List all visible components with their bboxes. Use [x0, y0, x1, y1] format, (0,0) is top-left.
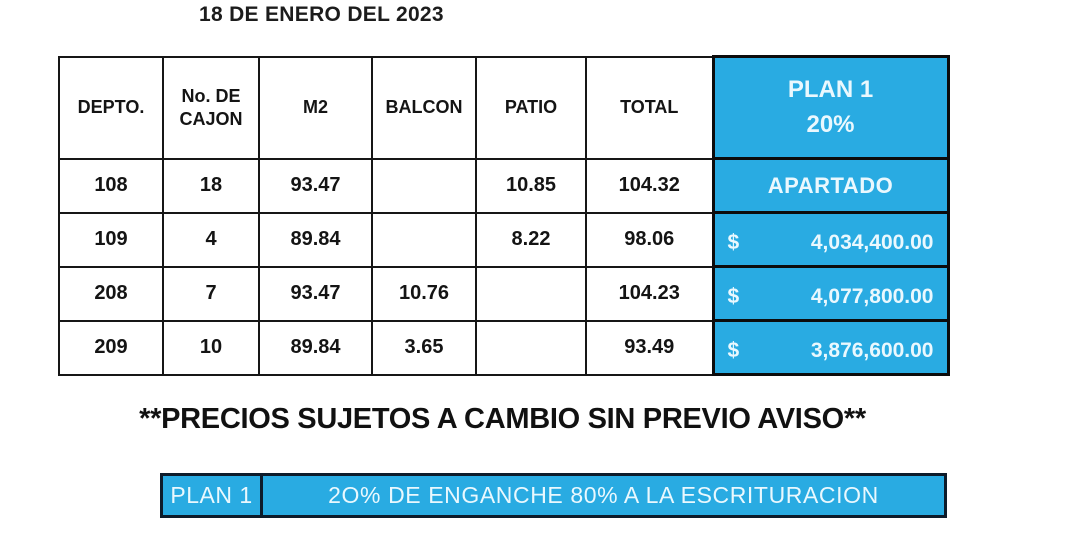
plan-bar-label: PLAN 1 — [163, 476, 263, 515]
plan1-header-title: PLAN 1 — [787, 75, 874, 103]
balcon-cell: 10.76 — [371, 265, 477, 322]
plan-status-cell: APARTADO — [711, 157, 950, 214]
column-header-m2: M2 — [258, 55, 373, 160]
m2-cell: 93.47 — [258, 157, 373, 214]
patio-cell: 8.22 — [475, 211, 587, 268]
balcon-cell — [371, 211, 477, 268]
m2-cell: 93.47 — [258, 265, 373, 322]
price-amount: 3,876,600.00 — [810, 338, 934, 362]
currency-symbol: $ — [727, 284, 740, 308]
column-header-patio: PATIO — [475, 55, 587, 160]
table-row: 209 10 89.84 3.65 93.49 $ 3,876,600.00 — [58, 319, 950, 376]
total-cell: 98.06 — [585, 211, 714, 268]
plan-bar-description: 2O% DE ENGANCHE 80% A LA ESCRITURACION — [328, 482, 879, 508]
balcon-cell: 3.65 — [371, 319, 477, 376]
status-label: APARTADO — [767, 172, 894, 198]
column-header-total: TOTAL — [585, 55, 714, 160]
column-header-plan1: PLAN 1 20% — [711, 55, 950, 160]
plan-price-cell: $ 4,034,400.00 — [711, 211, 950, 268]
cajon-cell: 18 — [162, 157, 260, 214]
patio-cell — [475, 265, 587, 322]
plan1-header-percent: 20% — [806, 110, 855, 138]
column-header-cajon: No. DE CAJON — [162, 55, 260, 160]
date-title: 18 DE ENERO DEL 2023 — [199, 3, 444, 26]
price-amount: 4,077,800.00 — [810, 284, 934, 308]
table-row: 109 4 89.84 8.22 98.06 $ 4,034,400.00 — [58, 211, 950, 268]
column-header-balcon: BALCON — [371, 55, 477, 160]
price-disclaimer: **PRECIOS SUJETOS A CAMBIO SIN PREVIO AV… — [139, 403, 866, 435]
plan-price-cell: $ 3,876,600.00 — [711, 319, 950, 376]
depto-cell: 109 — [58, 211, 164, 268]
price-amount: 4,034,400.00 — [810, 230, 934, 254]
depto-cell: 108 — [58, 157, 164, 214]
total-cell: 104.23 — [585, 265, 714, 322]
patio-cell: 10.85 — [475, 157, 587, 214]
plan-price-cell: $ 4,077,800.00 — [711, 265, 950, 322]
cajon-cell: 10 — [162, 319, 260, 376]
currency-symbol: $ — [727, 338, 740, 362]
total-cell: 104.32 — [585, 157, 714, 214]
table-row: 208 7 93.47 10.76 104.23 $ 4,077,800.00 — [58, 265, 950, 322]
price-table: DEPTO. No. DE CAJON M2 BALCON PATIO TOTA… — [58, 55, 950, 376]
table-row: 108 18 93.47 10.85 104.32 APARTADO — [58, 157, 950, 214]
depto-cell: 209 — [58, 319, 164, 376]
currency-symbol: $ — [727, 230, 740, 254]
cajon-cell: 4 — [162, 211, 260, 268]
table-header-row: DEPTO. No. DE CAJON M2 BALCON PATIO TOTA… — [58, 55, 950, 160]
patio-cell — [475, 319, 587, 376]
m2-cell: 89.84 — [258, 211, 373, 268]
cajon-cell: 7 — [162, 265, 260, 322]
balcon-cell — [371, 157, 477, 214]
column-header-depto: DEPTO. — [58, 55, 164, 160]
depto-cell: 208 — [58, 265, 164, 322]
total-cell: 93.49 — [585, 319, 714, 376]
plan-bar: PLAN 1 2O% DE ENGANCHE 80% A LA ESCRITUR… — [160, 473, 947, 518]
m2-cell: 89.84 — [258, 319, 373, 376]
